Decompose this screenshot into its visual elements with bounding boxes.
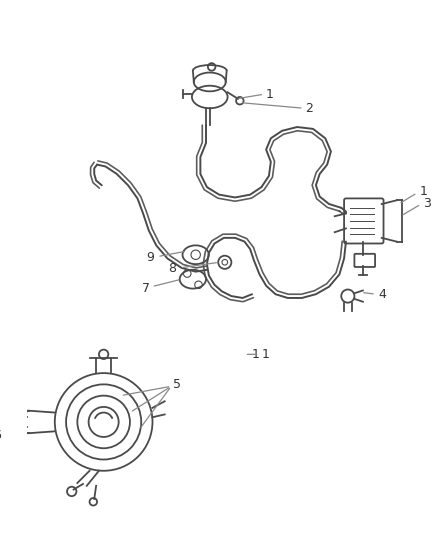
Text: 1: 1 <box>252 348 260 361</box>
Text: 2: 2 <box>306 102 314 115</box>
Text: 4: 4 <box>378 288 386 301</box>
Text: 7: 7 <box>142 282 150 295</box>
Text: 5: 5 <box>173 378 181 391</box>
Text: 1: 1 <box>419 185 427 198</box>
Text: 1: 1 <box>266 87 274 101</box>
Text: 3: 3 <box>423 197 431 209</box>
Text: 9: 9 <box>146 251 154 264</box>
Text: 6: 6 <box>0 429 1 441</box>
Text: 8: 8 <box>169 262 177 276</box>
Text: 1: 1 <box>261 348 269 361</box>
